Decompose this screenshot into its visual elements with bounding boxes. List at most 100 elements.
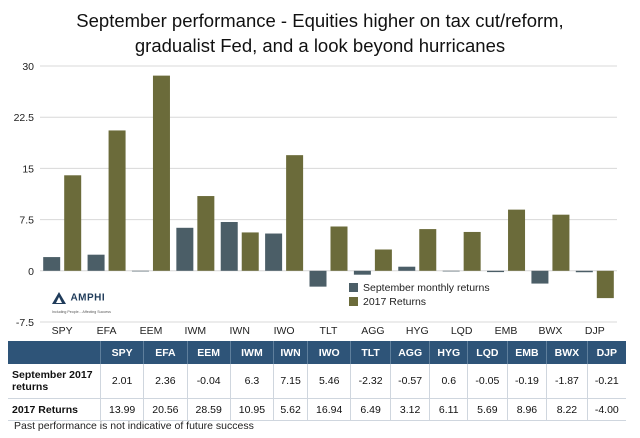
- column-header-spy: SPY: [100, 341, 145, 364]
- returns-table: SPY EFA EEM IWM IWN IWO TLT AGG HYG LQD EMB BWX DJP …: [8, 341, 626, 421]
- column-header-emb: EMB: [507, 341, 548, 364]
- september-bar-iwn: [220, 221, 238, 271]
- table-cell: 28.59: [187, 398, 231, 421]
- logo-tagline: Including People... Affecting Success: [52, 310, 111, 314]
- september-bar-iwm: [176, 227, 194, 271]
- table-cell: 2.36: [143, 364, 188, 399]
- table-cell: -0.19: [507, 364, 548, 399]
- table-header-row: SPY EFA EEM IWM IWN IWO TLT AGG HYG LQD EMB BWX DJP: [8, 341, 626, 364]
- x-tick-label: EMB: [495, 325, 518, 336]
- table-corner-cell: [8, 341, 101, 364]
- y-tick-label: 22.5: [14, 112, 35, 124]
- table-cell: 8.22: [546, 398, 588, 421]
- column-header-iwo: IWO: [307, 341, 352, 364]
- ytd-bar-emb: [508, 209, 526, 271]
- ytd-bar-agg: [374, 249, 392, 271]
- table-cell: 5.69: [467, 398, 508, 421]
- bar-chart: -7.5 0 7.5 15 22.5 30 SPY EFA EEM IWM IWN IWO TLT AGG…: [14, 61, 617, 336]
- table-row-september: September 2017 returns 2.01 2.36 -0.04 6.3 7…: [8, 364, 626, 399]
- column-header-hyg: HYG: [429, 341, 469, 364]
- table-cell: -0.57: [390, 364, 431, 399]
- september-bar-djp: [575, 270, 593, 273]
- table-cell: -0.21: [587, 364, 626, 399]
- y-tick-label: 15: [22, 163, 34, 175]
- row-label-2017: 2017 Returns: [8, 398, 101, 421]
- x-tick-label: SPY: [52, 325, 73, 336]
- ytd-bar-efa: [108, 130, 126, 271]
- column-header-iwn: IWN: [273, 341, 309, 364]
- column-header-iwm: IWM: [230, 341, 275, 364]
- column-header-bwx: BWX: [546, 341, 588, 364]
- y-tick-label: 30: [22, 61, 34, 73]
- x-tick-label: BWX: [538, 325, 562, 336]
- y-tick-label: -7.5: [16, 317, 34, 329]
- x-tick-label: AGG: [361, 325, 384, 336]
- september-bar-bwx: [531, 270, 549, 284]
- x-tick-label: IWM: [185, 325, 207, 336]
- row-label-september: September 2017 returns: [8, 364, 101, 399]
- ytd-bar-lqd: [463, 231, 481, 271]
- legend-swatch-september: [349, 283, 358, 292]
- september-bar-efa: [87, 254, 105, 271]
- footnote: Past performance is not indicative of fu…: [14, 420, 254, 432]
- amphi-logo: AMPHI Including People... Affecting Succ…: [52, 289, 144, 314]
- x-tick-label: IWN: [230, 325, 250, 336]
- amphi-logo-icon: [52, 291, 66, 304]
- september-bar-lqd: [442, 270, 460, 272]
- september-bar-eem: [131, 270, 149, 272]
- x-tick-label: DJP: [585, 325, 605, 336]
- table-cell: 6.3: [230, 364, 275, 399]
- x-tick-label: TLT: [320, 325, 338, 336]
- logo-name: AMPHI: [70, 292, 106, 304]
- y-tick-label: 0: [28, 266, 34, 278]
- table-cell: -4.00: [587, 398, 626, 421]
- september-bar-tlt: [309, 270, 327, 287]
- table-cell: 5.46: [307, 364, 352, 399]
- x-tick-label: HYG: [406, 325, 429, 336]
- column-header-eem: EEM: [187, 341, 231, 364]
- september-bar-hyg: [398, 266, 416, 271]
- september-bar-iwo: [265, 233, 283, 271]
- ytd-bar-eem: [152, 75, 170, 271]
- table-cell: 13.99: [100, 398, 145, 421]
- table-cell: 6.49: [350, 398, 391, 421]
- table-cell: -0.04: [187, 364, 231, 399]
- y-tick-label: 7.5: [19, 215, 34, 227]
- september-bar-agg: [353, 270, 371, 275]
- x-tick-label: IWO: [274, 325, 295, 336]
- ytd-bar-iwn: [241, 232, 259, 271]
- ytd-bar-iwo: [286, 155, 304, 271]
- ytd-bar-hyg: [419, 229, 437, 271]
- table-cell: 2.01: [100, 364, 145, 399]
- chart-title-line-1: September performance - Equities higher …: [76, 10, 564, 31]
- table-cell: -0.05: [467, 364, 508, 399]
- chart-title-line-2: gradualist Fed, and a look beyond hurric…: [134, 35, 506, 56]
- column-header-tlt: TLT: [350, 341, 391, 364]
- legend-label-2017: 2017 Returns: [363, 296, 426, 308]
- column-header-djp: DJP: [587, 341, 626, 364]
- table-cell: 8.96: [507, 398, 548, 421]
- table-cell: 16.94: [307, 398, 352, 421]
- ytd-bar-spy: [64, 175, 82, 271]
- september-bar-spy: [43, 257, 61, 271]
- ytd-bar-djp: [596, 270, 614, 299]
- ytd-bar-iwm: [197, 196, 215, 271]
- chart-title: September performance - Equities higher …: [20, 8, 620, 58]
- table-cell: 7.15: [273, 364, 309, 399]
- ytd-bar-bwx: [552, 214, 570, 271]
- table-cell: 3.12: [390, 398, 431, 421]
- legend-label-september: September monthly returns: [363, 282, 490, 294]
- september-bar-emb: [487, 270, 505, 273]
- x-tick-label: EFA: [97, 325, 117, 336]
- ytd-bar-tlt: [330, 226, 348, 271]
- table-cell: -1.87: [546, 364, 588, 399]
- x-tick-label: LQD: [451, 325, 473, 336]
- x-tick-label: EEM: [140, 325, 163, 336]
- table-cell: 0.6: [429, 364, 469, 399]
- column-header-lqd: LQD: [467, 341, 508, 364]
- table-cell: 10.95: [230, 398, 275, 421]
- column-header-agg: AGG: [390, 341, 431, 364]
- table-cell: 6.11: [429, 398, 469, 421]
- table-cell: -2.32: [350, 364, 391, 399]
- table-cell: 20.56: [143, 398, 188, 421]
